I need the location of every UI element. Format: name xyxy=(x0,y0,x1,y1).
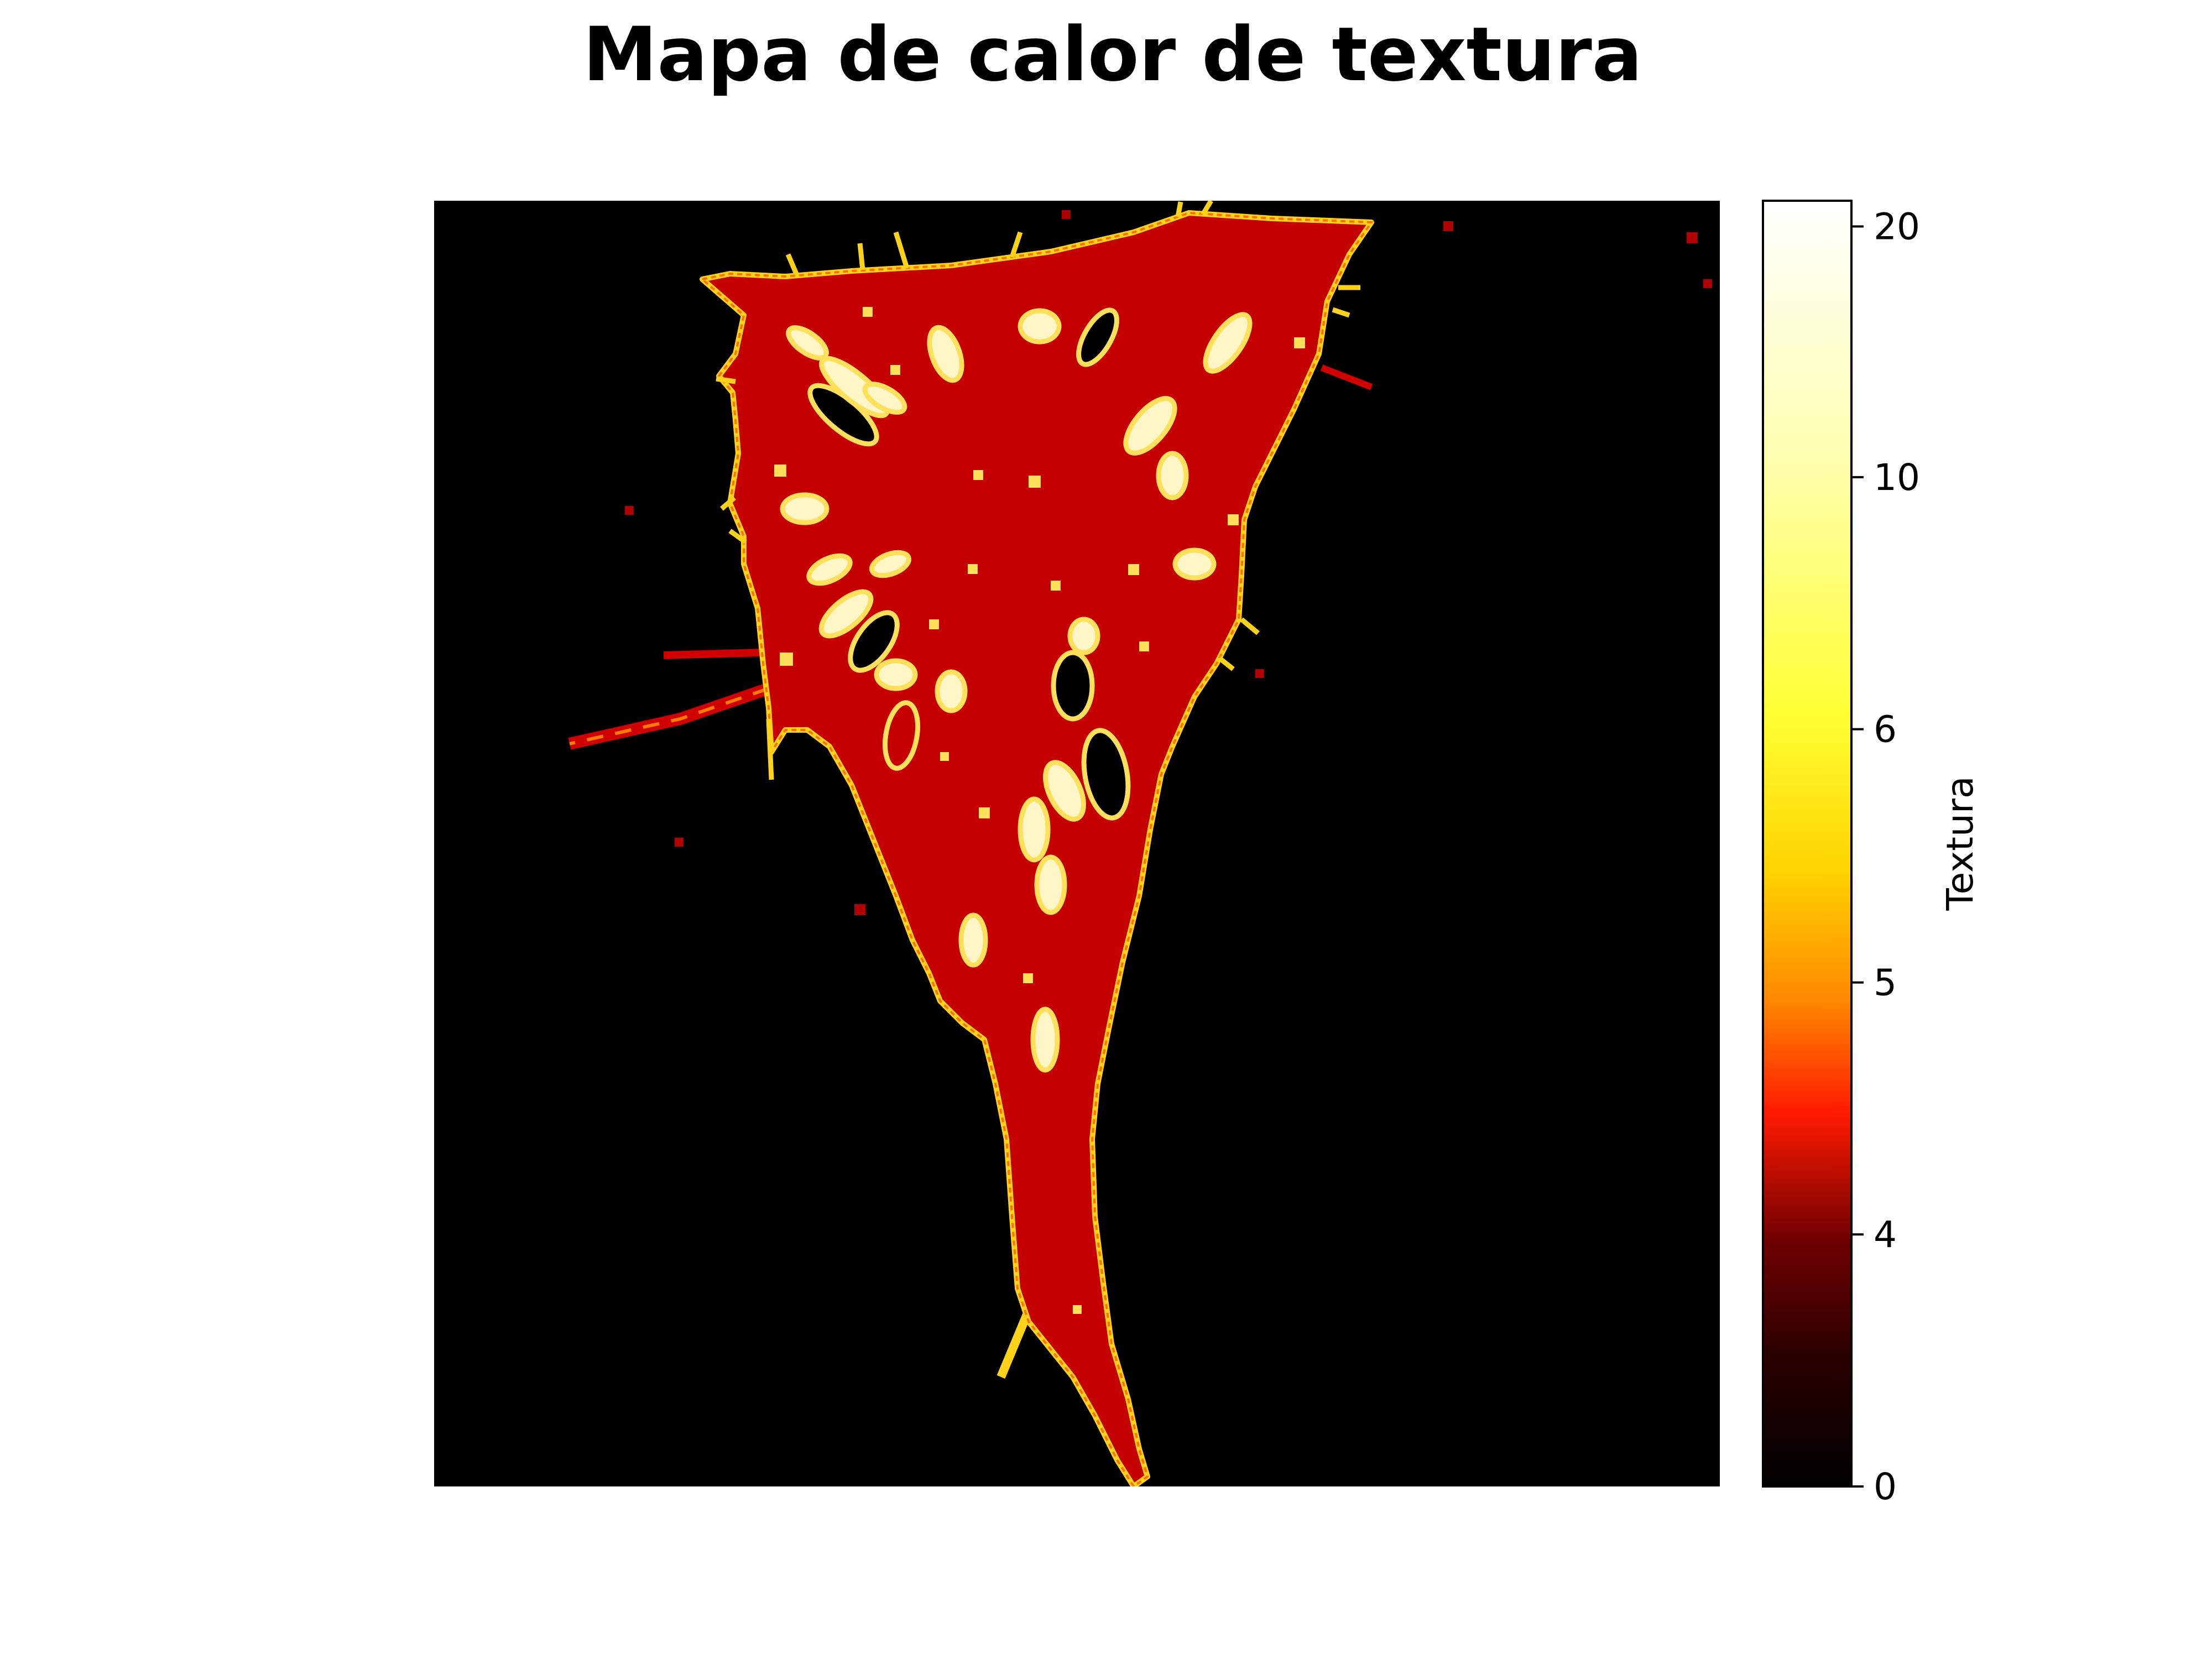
hotspot xyxy=(1172,547,1217,581)
filament-upper-left xyxy=(663,649,764,659)
colorbar: 0 4 5 6 10 20 Textura xyxy=(1762,200,1981,1508)
noise-pixel xyxy=(1687,232,1698,243)
hotspot xyxy=(874,658,918,691)
texture-dot xyxy=(929,619,939,629)
hotspot xyxy=(1123,396,1177,456)
filament-left-edge xyxy=(569,687,769,745)
noise-pixel xyxy=(1703,279,1712,288)
noise-pixel xyxy=(854,904,865,915)
colorbar-tick-label: 10 xyxy=(1874,456,1920,499)
noise-pixel xyxy=(625,506,634,515)
hotspot xyxy=(1034,854,1067,915)
noise-pixel xyxy=(675,838,684,847)
texture-dot xyxy=(863,307,873,317)
hotspot xyxy=(1043,760,1086,822)
texture-dot xyxy=(1139,641,1149,651)
filament-right xyxy=(1320,364,1373,390)
texture-dot xyxy=(979,807,990,818)
hotspot xyxy=(1067,617,1100,655)
edge-spike xyxy=(1240,617,1260,635)
texture-dot xyxy=(1051,581,1061,591)
hotspots xyxy=(780,307,1253,1073)
edge-spike xyxy=(766,718,774,780)
hotspot xyxy=(1081,728,1131,821)
hotspot xyxy=(927,325,964,383)
noise-pixel xyxy=(1255,669,1264,678)
hotspot xyxy=(786,325,829,361)
filament-bottom-left xyxy=(997,1308,1033,1379)
cell-edge-glow xyxy=(700,211,1374,1486)
texture-dot xyxy=(1228,514,1239,525)
texture-dot xyxy=(890,365,900,375)
hotspot xyxy=(780,492,830,525)
hotspot xyxy=(1156,451,1189,500)
hotspot xyxy=(869,550,911,578)
edge-spike xyxy=(1218,656,1235,671)
hotspot xyxy=(1018,796,1051,863)
edge-spike xyxy=(1175,201,1183,217)
colorbar-tick-label: 20 xyxy=(1874,206,1920,248)
noise-pixel xyxy=(1062,210,1071,219)
edge-spike xyxy=(1201,201,1213,216)
hotspot xyxy=(848,610,900,673)
hotspot xyxy=(1076,307,1119,367)
hotspot xyxy=(1203,312,1253,374)
texture-dot xyxy=(973,470,983,480)
colorbar-tick-label: 5 xyxy=(1874,962,1897,1004)
texture-dot xyxy=(1294,337,1305,348)
hotspot xyxy=(818,589,874,639)
hotspot xyxy=(958,912,988,968)
edge-spike xyxy=(785,253,799,275)
texture-dot xyxy=(1023,973,1033,983)
texture-dot xyxy=(774,465,786,477)
hotspot xyxy=(935,669,968,713)
edge-spike xyxy=(728,529,747,544)
heatmap-area xyxy=(434,201,1720,1486)
colorbar-tick-label: 6 xyxy=(1874,708,1897,751)
hotspot xyxy=(1051,650,1095,722)
noise-pixels xyxy=(625,210,1712,915)
edge-spike xyxy=(857,243,865,270)
edge-spike xyxy=(716,376,736,384)
edge-spike xyxy=(720,495,736,511)
noise-pixel xyxy=(1443,221,1453,231)
hotspot xyxy=(862,382,907,415)
texture-dot xyxy=(968,564,978,574)
hotspot xyxy=(1018,308,1062,345)
colorbar-tick-label: 0 xyxy=(1874,1465,1897,1508)
hotspot xyxy=(806,553,853,586)
chart-title: Mapa de calor de textura xyxy=(583,11,1642,98)
texture-dot xyxy=(1128,564,1139,575)
edge-spikes xyxy=(716,201,1360,780)
edge-spike xyxy=(1009,231,1023,258)
texture-dots xyxy=(774,307,1305,1314)
colorbar-label: Textura xyxy=(1939,776,1981,911)
hotspot xyxy=(1030,1006,1060,1073)
texture-dot xyxy=(780,653,793,666)
edge-spike xyxy=(893,231,910,269)
colorbar-ticks: 0 4 5 6 10 20 xyxy=(1851,206,1920,1508)
texture-dot xyxy=(1029,476,1041,488)
colorbar-gradient xyxy=(1762,200,1853,1488)
edge-spike xyxy=(1332,307,1350,318)
colorbar-tick-label: 4 xyxy=(1874,1213,1897,1256)
texture-dot xyxy=(1073,1305,1082,1314)
hotspot xyxy=(883,700,920,771)
texture-dot xyxy=(940,752,949,761)
